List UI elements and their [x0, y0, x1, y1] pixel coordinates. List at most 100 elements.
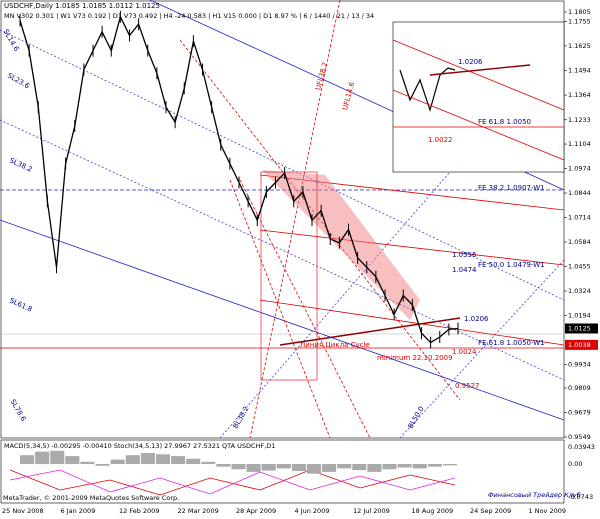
price-label: 1.0844 — [568, 189, 591, 197]
annotation: 1.0474 — [452, 266, 477, 274]
macd-bar — [261, 464, 276, 471]
fan-line — [0, 29, 565, 301]
footer: MetaTrader, © 2001-2009 MetaQuotes Softw… — [3, 494, 179, 502]
signature: Финансовый Трейдер Клуб — [488, 491, 581, 499]
macd-bar — [140, 453, 155, 464]
annotation: 1.0556 — [452, 251, 477, 259]
macd-bar — [201, 461, 216, 464]
channel-line — [0, 219, 565, 421]
fe-line — [259, 229, 565, 266]
inset-line — [392, 39, 565, 111]
price-label: 1.0324 — [568, 287, 591, 295]
price-label: 1.0455 — [568, 262, 591, 270]
date-label: 12 Jul 2009 — [353, 507, 390, 515]
annotation: 1.0206 — [464, 315, 489, 323]
macd-bar — [80, 461, 95, 464]
price-label: 1.1494 — [568, 67, 591, 75]
price-label: 0.9809 — [568, 384, 591, 392]
date-label: 6 Jan 2009 — [61, 507, 96, 515]
macd-bar — [367, 464, 382, 472]
annotation: FE 61.8 1.0050-W1 — [478, 339, 545, 347]
annotation: 0.9527 — [455, 382, 480, 390]
price-label: 1.0974 — [568, 165, 591, 173]
date-label: 24 Sep 2009 — [470, 507, 511, 515]
date-label: 4 Jun 2009 — [295, 507, 330, 515]
symbol-header: USDCHF,Daily 1.0185 1.0185 1.0112 1.0125 — [4, 2, 160, 10]
macd-bar — [352, 464, 367, 471]
macd-bar — [246, 464, 261, 472]
price-marker-label: 1.0038 — [568, 341, 591, 349]
price-label: 1.0584 — [568, 238, 591, 246]
price-label: 1.1364 — [568, 91, 591, 99]
price-label: 0.9934 — [568, 360, 591, 368]
trendlines — [0, 0, 565, 439]
price-marker-label: 1.0125 — [568, 324, 591, 332]
macd-bar — [186, 458, 201, 464]
annotation: FE 38.2 1.0907-W1 — [478, 184, 545, 192]
stoch-line — [9, 469, 456, 496]
inset-label: 1.0022 — [428, 136, 453, 144]
macd-bar — [306, 464, 322, 474]
price-label: 1.0194 — [568, 311, 591, 319]
price-label: 1.0714 — [568, 214, 591, 222]
macd-bar — [50, 450, 65, 464]
macd-bar — [382, 464, 397, 470]
inset-frame — [392, 21, 565, 173]
fan-line — [249, 0, 341, 439]
macd-bar — [337, 464, 352, 469]
stoch-line — [9, 469, 456, 495]
info-header: MN V302 0.301 | W1 V73 0.192 | D1 V73 0.… — [4, 12, 374, 20]
macd-bar — [110, 459, 125, 464]
indicator-label: 0.00 — [568, 460, 582, 468]
annotation: FE 50.0 1.0479-W1 — [478, 261, 545, 269]
price-marker — [565, 339, 598, 350]
date-label: 12 Feb 2009 — [119, 507, 159, 515]
date-label: 22 Mar 2009 — [178, 507, 219, 515]
price-label: 1.1625 — [568, 42, 591, 50]
fe-line — [259, 299, 565, 346]
macd-bar — [171, 456, 186, 464]
price-frame — [0, 0, 565, 439]
price-label: 1.1755 — [568, 17, 591, 25]
indicator-label: 0.03943 — [568, 443, 595, 451]
macd-bar — [442, 464, 457, 466]
inset-label: 1.0206 — [458, 58, 483, 66]
fan-line — [239, 179, 371, 439]
inset-price — [399, 67, 456, 113]
date-label: 25 Nov 2008 — [2, 507, 44, 515]
macd-bar — [412, 464, 427, 469]
price-label: 1.1104 — [568, 140, 591, 148]
macd-bar — [20, 455, 35, 464]
macd-bar — [35, 451, 50, 464]
macd-bar — [291, 464, 306, 472]
inset-line — [429, 64, 531, 76]
macd-bar — [427, 464, 442, 467]
time-box — [260, 171, 318, 381]
indicator-title: MACD(5,34,5) -0.00295 -0.00410 Stoch(34,… — [4, 442, 275, 450]
inset-line — [392, 89, 565, 161]
macd-bar — [397, 464, 412, 468]
price-label: 1.1805 — [568, 8, 591, 16]
date-label: 28 Apr 2009 — [236, 507, 276, 515]
cycle-line — [279, 317, 461, 346]
date-label: 1 Nov 2009 — [529, 507, 567, 515]
macd-bar — [231, 464, 246, 470]
macd-bar — [276, 464, 291, 469]
price-marker — [565, 323, 598, 334]
fan-line — [0, 119, 565, 381]
indicator-label: -0.0743 — [568, 493, 593, 501]
inset: 1.0206 FE 61.8 1.0050 1.0022 — [392, 21, 565, 173]
fan-line — [179, 39, 461, 401]
macd-bar — [95, 464, 110, 466]
price-label: 1.1233 — [568, 116, 591, 124]
indicator-frame — [0, 439, 565, 504]
price-label: 0.9679 — [568, 409, 591, 417]
highlight-channel — [262, 170, 420, 320]
macd-bar — [216, 464, 231, 467]
macd-bar — [125, 455, 140, 464]
macd-bar — [155, 454, 171, 464]
date-label: 18 Aug 2009 — [412, 507, 454, 515]
annotation: 1.0024 — [452, 348, 477, 356]
annotation: Линия Цикла Cycle — [300, 341, 370, 349]
